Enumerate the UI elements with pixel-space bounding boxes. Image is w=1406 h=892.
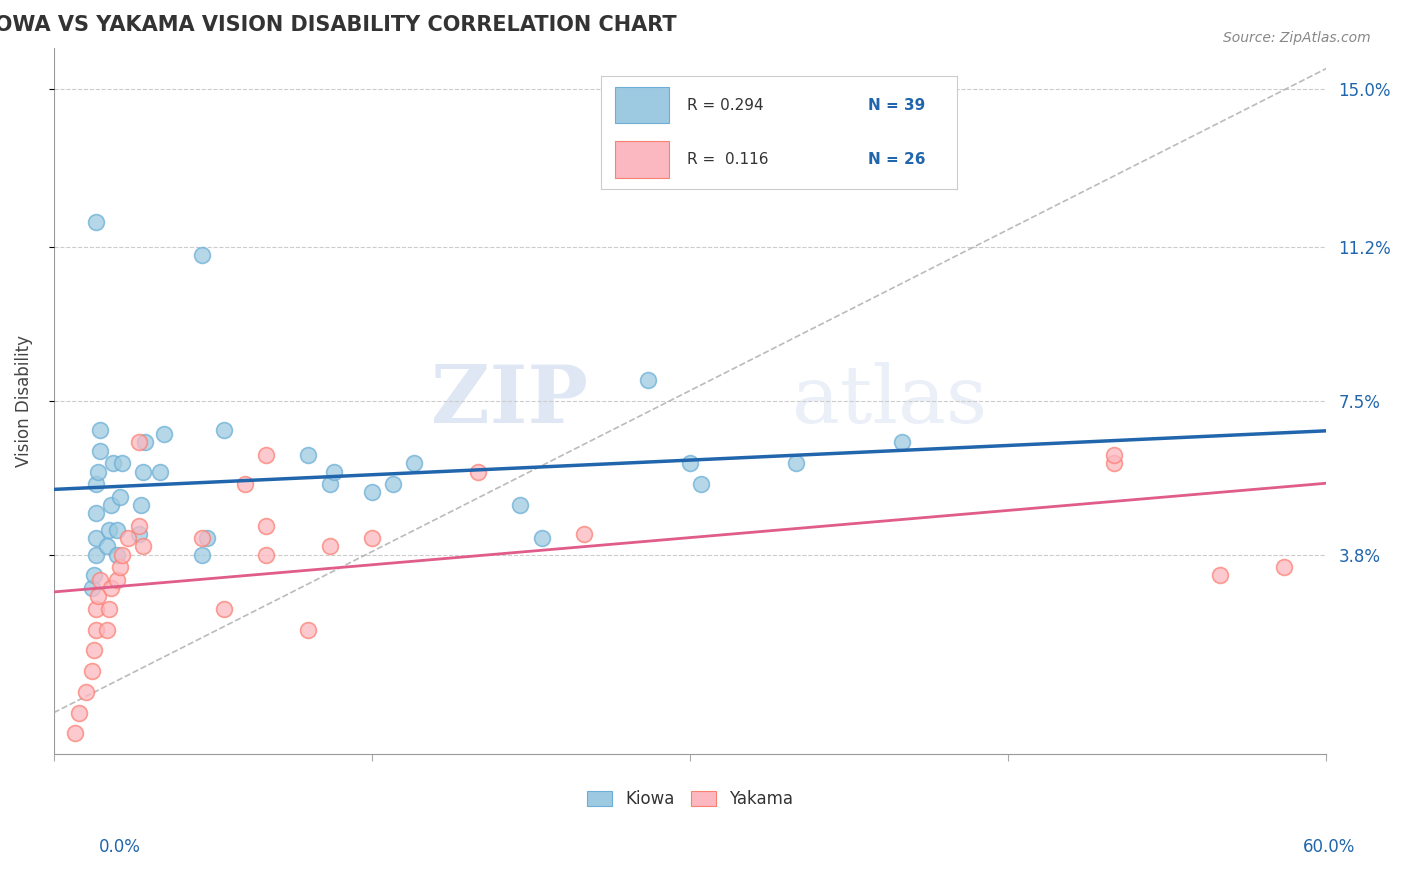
Point (63, 726, 86, 740)
Point (128, 518, 150, 533)
Point (84, 623, 107, 637)
Point (96, 540, 118, 554)
Point (107, 548, 129, 562)
Text: 60.0%: 60.0% (1302, 838, 1355, 856)
Point (134, 435, 156, 450)
Text: atlas: atlas (792, 362, 987, 440)
Point (108, 560, 131, 574)
Point (149, 465, 172, 479)
Point (89, 443, 111, 458)
Point (129, 498, 152, 512)
Point (212, 423, 235, 437)
Point (117, 531, 139, 545)
Point (361, 485, 384, 500)
Point (153, 427, 176, 442)
Point (1104, 456, 1126, 470)
Text: 0.0%: 0.0% (98, 838, 141, 856)
Point (1272, 560, 1295, 574)
Point (891, 435, 914, 450)
Point (107, 523, 129, 537)
Point (103, 456, 125, 470)
Y-axis label: Vision Disability: Vision Disability (15, 334, 32, 467)
Point (530, 531, 553, 545)
Point (128, 435, 150, 450)
Point (84, 477, 107, 491)
Text: Source: ZipAtlas.com: Source: ZipAtlas.com (1223, 31, 1371, 45)
Point (83, 643, 105, 657)
Text: ZIP: ZIP (432, 362, 588, 440)
Point (80, 581, 103, 595)
Point (107, 573, 129, 587)
Point (132, 465, 155, 479)
Point (84, 548, 107, 562)
Point (637, 373, 659, 387)
Text: KIOWA VS YAKAMA VISION DISABILITY CORRELATION CHART: KIOWA VS YAKAMA VISION DISABILITY CORREL… (0, 15, 676, 35)
Point (467, 465, 489, 479)
Point (132, 540, 155, 554)
Point (195, 531, 218, 545)
Point (382, 477, 405, 491)
Point (679, 456, 702, 470)
Point (89, 423, 111, 437)
Point (100, 581, 122, 595)
Point (1104, 448, 1126, 462)
Point (84, 601, 107, 615)
Point (84, 506, 107, 520)
Point (87, 589, 110, 603)
Legend: Kiowa, Yakama: Kiowa, Yakama (578, 782, 801, 816)
Point (80, 664, 103, 678)
Point (128, 527, 150, 541)
Point (111, 548, 134, 562)
Point (1209, 568, 1232, 582)
Point (297, 623, 319, 637)
Point (96, 623, 118, 637)
Point (111, 456, 134, 470)
Point (361, 531, 384, 545)
Point (254, 518, 277, 533)
Point (404, 456, 426, 470)
Point (689, 477, 711, 491)
Point (83, 568, 105, 582)
Point (254, 448, 277, 462)
Point (191, 248, 214, 262)
Point (254, 548, 277, 562)
Point (84, 215, 107, 229)
Point (509, 498, 531, 512)
Point (212, 601, 235, 615)
Point (233, 477, 256, 491)
Point (100, 498, 122, 512)
Point (98, 601, 121, 615)
Point (318, 477, 340, 491)
Point (572, 527, 595, 541)
Point (98, 523, 121, 537)
Point (191, 531, 214, 545)
Point (297, 448, 319, 462)
Point (67, 706, 90, 720)
Point (785, 456, 807, 470)
Point (318, 540, 340, 554)
Point (191, 548, 214, 562)
Point (84, 531, 107, 545)
Point (108, 490, 131, 504)
Point (89, 573, 111, 587)
Point (322, 465, 344, 479)
Point (87, 465, 110, 479)
Point (75, 685, 97, 699)
